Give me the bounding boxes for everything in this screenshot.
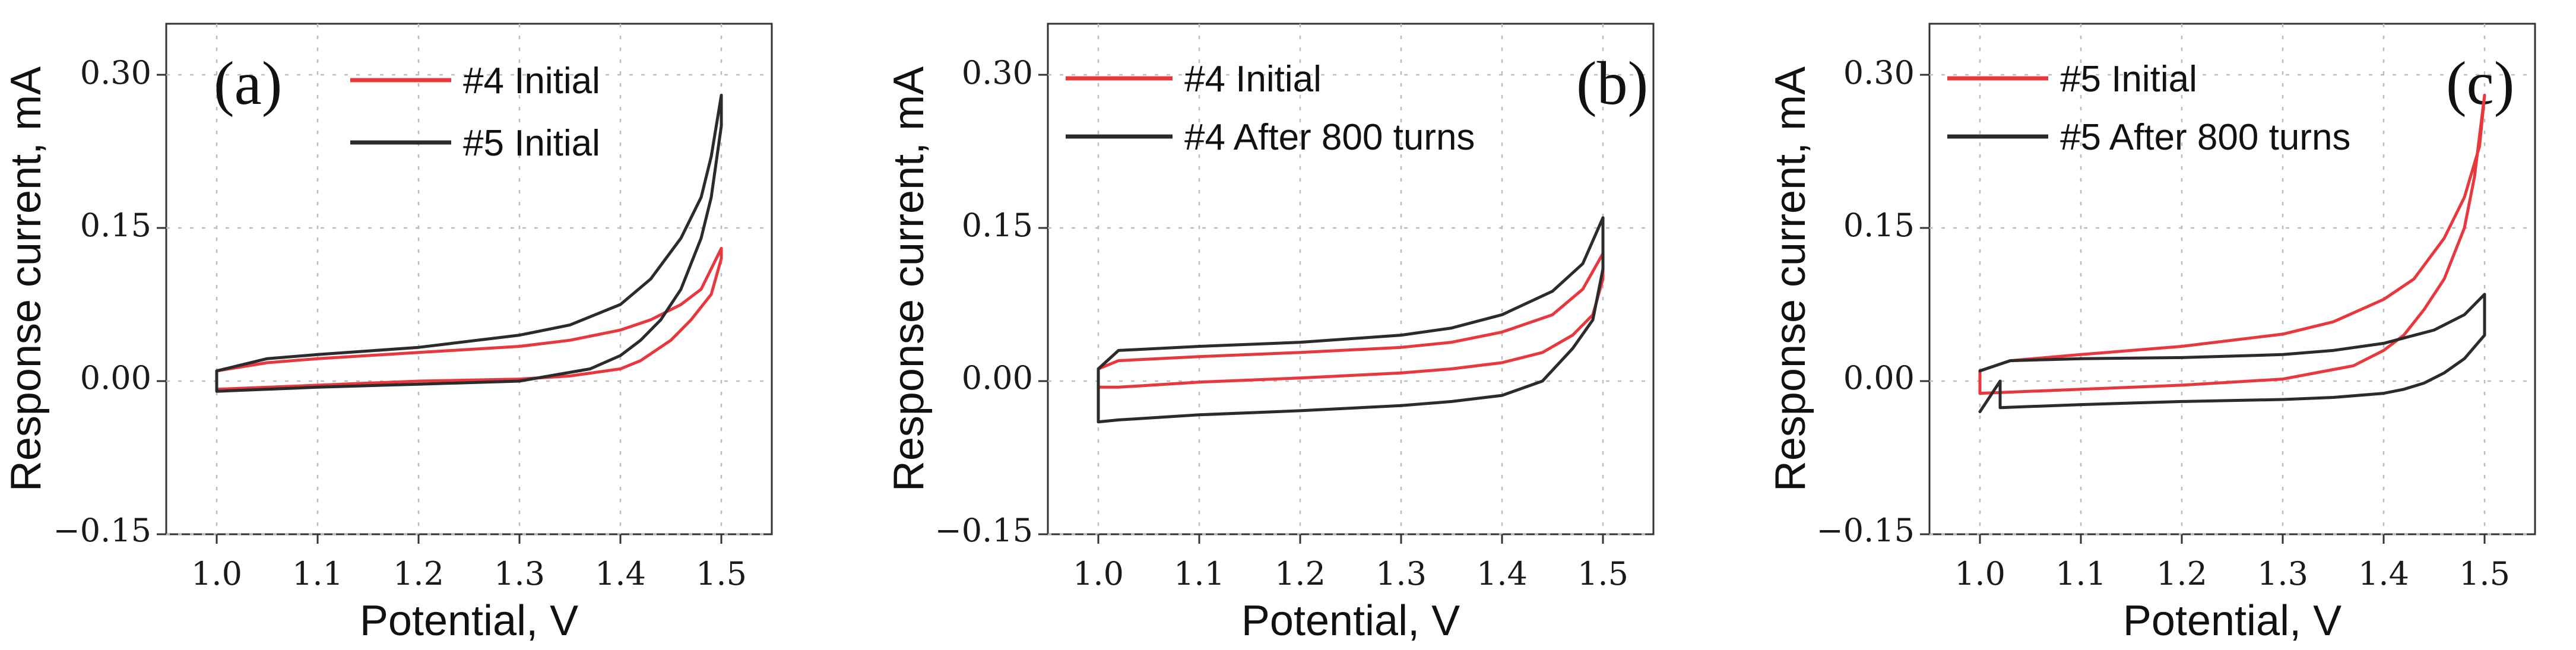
panel-b-tag: (b)	[1576, 49, 1648, 118]
panel-b-ylabel: Response current, mA	[885, 66, 933, 492]
panel-a-xtick-label: 1.3	[494, 555, 545, 592]
panel-a-tag: (a)	[214, 49, 282, 118]
panel-a-series-initial-line	[215, 246, 723, 391]
panel-b-ytick-label: 0.30	[962, 54, 1033, 91]
panel-a-series	[215, 93, 723, 393]
panel-b-xlabel: Potential, V	[1241, 597, 1460, 645]
panel-b: −0.15 0.00 0.15 0.30 1.0 1.1 1.2 1.3 1.4…	[885, 23, 1655, 645]
panel-c-xtick-label: 1.4	[2358, 555, 2409, 592]
panel-b-grid	[1048, 24, 1653, 535]
panel-a-ylabel: Response current, mA	[2, 66, 50, 492]
panel-c-ytick-label: −0.15	[1817, 512, 1915, 549]
panel-a: −0.15 0.00 0.15 0.30 1.0 1.1 1.2 1.3 1.4…	[2, 23, 773, 645]
panel-a-xtick-label: 1.2	[393, 555, 444, 592]
panel-b-ytick-label: 0.15	[962, 207, 1033, 244]
panel-c-series	[1978, 93, 2486, 414]
panel-c-xtick-label: 1.2	[2156, 555, 2207, 592]
panel-b-ytick-label: −0.15	[935, 512, 1033, 549]
panel-c-xlabel: Potential, V	[2123, 597, 2341, 645]
legend-label: #4 Initial	[463, 61, 600, 102]
panel-b-xtick-label: 1.1	[1174, 555, 1225, 592]
panel-b-xtick-label: 1.3	[1376, 555, 1427, 592]
panel-b-series-second-line	[1097, 216, 1605, 424]
panel-c-ticks	[1920, 74, 2486, 544]
panel-b-xtick-label: 1.0	[1073, 555, 1124, 592]
panel-b-xtick-label: 1.2	[1275, 555, 1326, 592]
panel-c-ytick-label: 0.15	[1843, 207, 1915, 244]
panel-a-xtick-label: 1.1	[292, 555, 343, 592]
panel-a-ytick-label: 0.30	[80, 54, 151, 91]
panel-c-ytick-label: 0.00	[1843, 359, 1915, 397]
panel-c-xtick-label: 1.0	[1954, 555, 2005, 592]
panel-c: −0.15 0.00 0.15 0.30 1.0 1.1 1.2 1.3 1.4…	[1767, 23, 2536, 645]
panel-a-xlabel: Potential, V	[360, 597, 578, 645]
panel-a-series-second-line	[215, 93, 723, 393]
panel-c-ylabel: Response current, mA	[1767, 66, 1814, 492]
panel-a-ticks	[157, 74, 723, 544]
panel-c-xtick-label: 1.1	[2055, 555, 2106, 592]
panel-a-xtick-label: 1.0	[191, 555, 242, 592]
panel-b-ytick-label: 0.00	[962, 359, 1033, 397]
panel-c-frame	[1928, 23, 2536, 535]
panel-a-frame	[165, 23, 773, 535]
legend-label: #5 Initial	[2060, 59, 2197, 100]
panel-b-xtick-label: 1.5	[1577, 555, 1628, 592]
panel-c-xtick-label: 1.5	[2459, 555, 2510, 592]
panel-a-ytick-label: 0.00	[80, 359, 151, 397]
legend-label: #5 After 800 turns	[2060, 117, 2350, 158]
panel-a-xtick-label: 1.5	[696, 555, 747, 592]
panel-b-series-initial-line	[1097, 252, 1605, 389]
panel-c-series-second-line	[1978, 293, 2486, 414]
panel-c-tag: (c)	[2446, 49, 2514, 118]
legend-label: #4 After 800 turns	[1184, 117, 1475, 158]
panel-a-ytick-label: −0.15	[53, 512, 151, 549]
panel-c-ytick-label: 0.30	[1843, 54, 1915, 91]
panel-b-series	[1097, 216, 1605, 424]
panel-c-xtick-label: 1.3	[2257, 555, 2308, 592]
legend-label: #5 Initial	[463, 123, 600, 164]
panel-b-frame	[1047, 23, 1655, 535]
panel-a-ytick-label: 0.15	[80, 207, 151, 244]
panel-a-xtick-label: 1.4	[595, 555, 646, 592]
legend-label: #4 Initial	[1184, 59, 1322, 100]
panel-b-xtick-label: 1.4	[1476, 555, 1528, 592]
panel-c-series-initial-line	[1978, 93, 2486, 395]
panel-b-ticks	[1038, 74, 1604, 544]
